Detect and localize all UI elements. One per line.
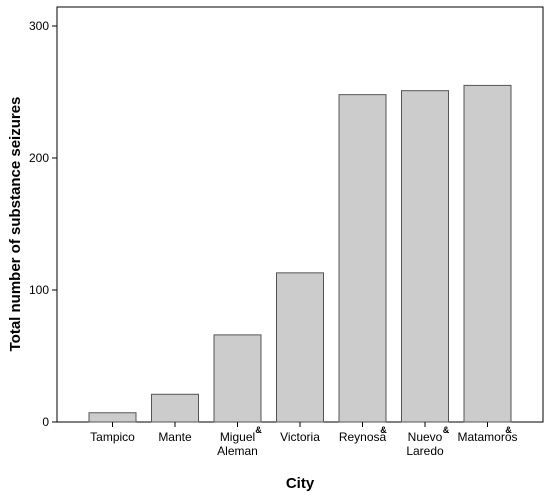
significance-marker: & xyxy=(505,425,512,435)
x-tick-label: Laredo xyxy=(406,444,444,458)
y-axis: 0 100 200 300 xyxy=(29,19,57,429)
x-axis-title: City xyxy=(286,475,315,492)
x-tick-label: Reynosa xyxy=(339,430,387,444)
significance-marker: & xyxy=(380,425,387,435)
x-tick-label: Miguel xyxy=(220,430,255,444)
significance-marker: & xyxy=(255,425,262,435)
bar xyxy=(88,412,137,423)
x-tick-label: Nuevo xyxy=(408,430,443,444)
x-tick-label: Tampico xyxy=(90,430,135,444)
y-tick-label: 0 xyxy=(42,415,49,429)
x-tick-label: Mante xyxy=(158,430,192,444)
x-tick-label: Victoria xyxy=(280,430,320,444)
bar xyxy=(338,94,387,423)
y-axis-title: Total number of substance seizures xyxy=(7,97,24,352)
y-tick-label: 100 xyxy=(29,283,49,297)
bar xyxy=(276,272,324,423)
x-tick-label: Aleman xyxy=(217,444,258,458)
bar xyxy=(463,84,512,423)
bar xyxy=(213,334,262,423)
y-tick-label: 300 xyxy=(29,19,49,33)
bar xyxy=(401,90,449,423)
bars-group xyxy=(88,84,512,423)
x-tick-label: Matamoros xyxy=(457,430,517,444)
bar xyxy=(151,393,199,423)
y-tick-label: 200 xyxy=(29,151,49,165)
significance-marker: & xyxy=(443,425,450,435)
